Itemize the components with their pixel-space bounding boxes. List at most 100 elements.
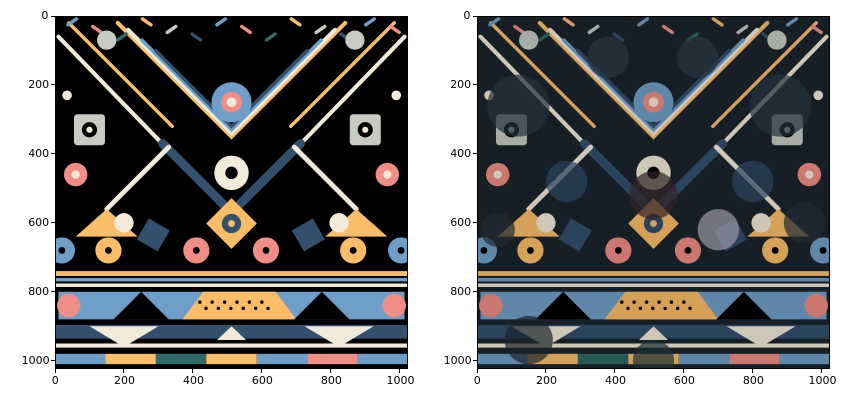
top-dash <box>190 32 203 42</box>
x-tick <box>330 369 332 373</box>
lower-dot <box>657 300 661 304</box>
x-tick-label: 600 <box>673 374 695 387</box>
x-tick <box>614 369 616 373</box>
lower-dot <box>638 306 643 311</box>
bottom-tri-left <box>89 326 159 347</box>
x-tick-label: 200 <box>536 374 558 387</box>
lower-dot <box>626 306 630 311</box>
row-circle-hole <box>262 246 270 254</box>
top-dash <box>786 17 799 27</box>
y-tick-label: 800 <box>28 284 50 298</box>
lower-tri-left <box>113 291 169 320</box>
reconstruction-blob <box>676 36 719 79</box>
top-circle-right <box>345 30 365 50</box>
row-circle-hole <box>526 246 534 254</box>
x-tick <box>683 369 685 373</box>
reconstruction-blob <box>783 202 826 244</box>
band-blue <box>55 277 408 282</box>
side-salmon-right-inner <box>805 170 814 179</box>
navy-block-right <box>291 218 325 252</box>
bottom-tri-center <box>639 326 668 341</box>
top-dash <box>810 24 823 35</box>
bottom-segment <box>357 353 408 365</box>
diagonal-left-peach <box>67 21 174 129</box>
y-tick <box>473 84 477 86</box>
white-dot-right <box>329 213 349 233</box>
small-dot-right <box>391 90 402 101</box>
top-dash <box>587 24 600 35</box>
diagonal-left-peach <box>489 21 596 129</box>
y-tick-label: 0 <box>41 9 49 22</box>
top-dash <box>662 24 674 35</box>
reconstruction-blob <box>545 160 588 203</box>
top-dash <box>264 32 277 42</box>
side-salmon-left-inner <box>71 170 80 179</box>
band-cream <box>477 283 830 287</box>
bottom-segment <box>55 353 106 365</box>
reconstruction-blob <box>587 36 629 79</box>
row-circle-hole <box>819 246 827 254</box>
small-dot-right <box>813 90 824 101</box>
lower-dot <box>204 306 208 311</box>
lower-dot <box>663 306 667 311</box>
reconstruction-blob <box>504 315 553 365</box>
top-dash <box>165 24 178 35</box>
row-circle-hole <box>480 246 488 254</box>
x-tick-label: 0 <box>51 374 59 387</box>
lower-dot <box>682 300 686 304</box>
row-circle-hole <box>771 246 779 254</box>
lower-dot <box>669 300 674 304</box>
top-dash <box>513 24 526 35</box>
y-tick <box>51 84 55 86</box>
top-circle-left <box>519 30 539 50</box>
x-tick <box>123 369 125 373</box>
y-tick-label: 0 <box>463 9 471 22</box>
x-tick <box>261 369 263 373</box>
diagonal-left <box>56 34 171 153</box>
top-dash <box>388 24 401 35</box>
y-tick-label: 200 <box>450 77 472 91</box>
side-salmon-right-inner <box>383 170 392 179</box>
original-image <box>55 16 408 369</box>
lower-dot <box>216 306 221 311</box>
lower-tri-left <box>535 291 591 320</box>
x-tick-label: 1000 <box>386 374 415 387</box>
reconstruction-blob <box>629 171 678 220</box>
y-tick-label: 400 <box>450 146 472 160</box>
lower-salmon-right <box>382 293 406 318</box>
lower-salmon-right <box>804 293 828 318</box>
top-dash <box>612 32 625 42</box>
bottom-tri-right <box>726 326 796 347</box>
side-square-dot <box>86 126 93 133</box>
bottom-segment <box>678 353 730 365</box>
row-circle-hole <box>397 246 405 254</box>
y-tick-label: 800 <box>450 284 472 298</box>
navy-block-left <box>136 218 170 252</box>
center-target-inner <box>226 97 237 108</box>
chevron-cream <box>548 27 759 137</box>
top-dash <box>66 17 79 27</box>
row-circle-hole <box>349 246 357 254</box>
bottom-segment <box>307 353 358 365</box>
diagonal-right-peach <box>289 21 396 129</box>
center-diamond-dot <box>228 220 235 227</box>
white-dot-right <box>751 213 771 233</box>
bottom-segment <box>779 353 830 365</box>
top-dash <box>736 24 749 35</box>
top-dash <box>140 17 153 27</box>
top-dash <box>537 32 550 42</box>
bottom-segment <box>155 353 207 365</box>
white-dot-left <box>536 213 556 233</box>
lower-dot <box>675 306 680 311</box>
lower-dot <box>222 300 227 304</box>
band-peach <box>477 271 830 276</box>
y-tick <box>473 222 477 224</box>
top-dash <box>289 17 302 27</box>
lower-diag-right <box>291 144 359 212</box>
image-panel-original <box>55 16 408 369</box>
top-dash <box>711 17 724 27</box>
x-tick <box>821 369 823 373</box>
bottom-segment <box>577 353 629 365</box>
x-tick <box>752 369 754 373</box>
small-dot-left <box>62 90 72 101</box>
